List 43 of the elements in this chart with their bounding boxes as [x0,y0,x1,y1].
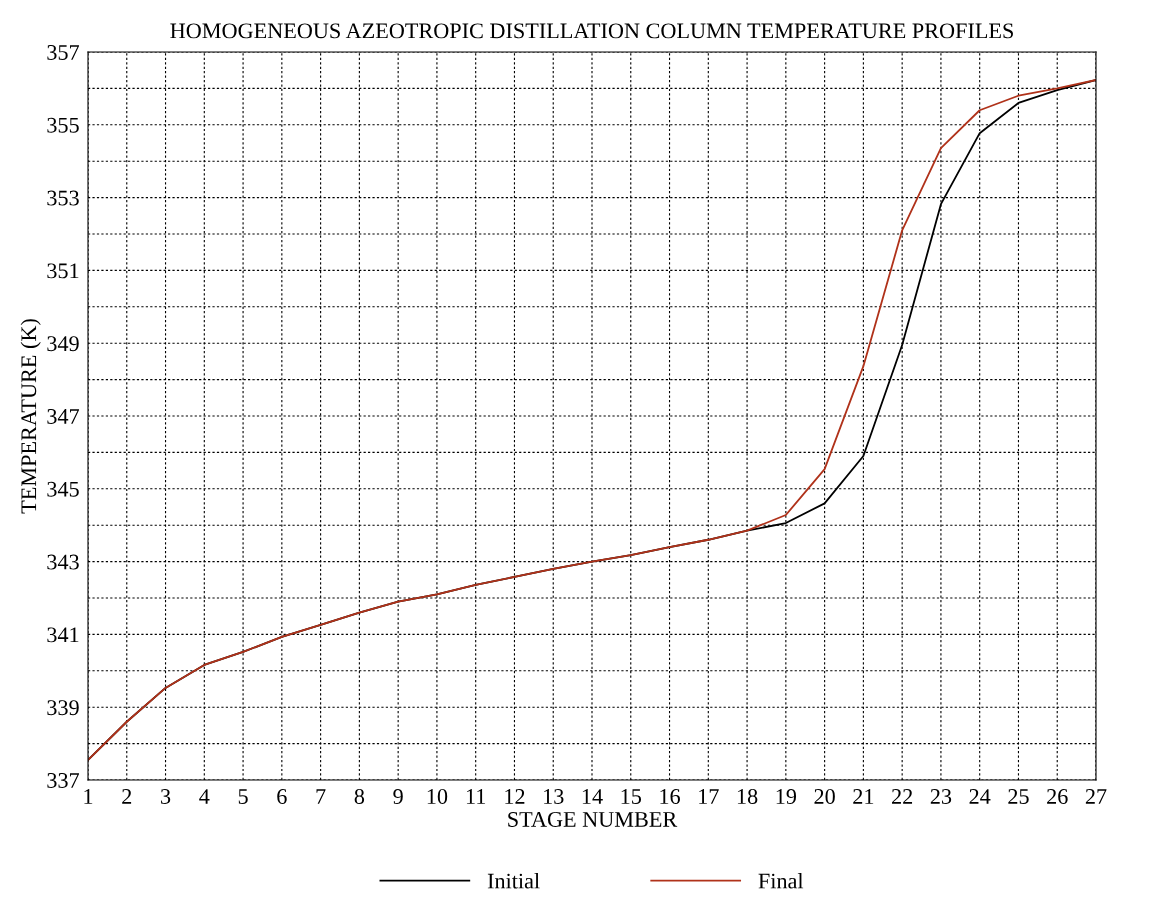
y-tick-label: 355 [47,117,79,133]
x-tick-label: 10 [427,788,448,804]
x-tick-label: 8 [354,788,365,804]
x-axis-title: STAGE NUMBER [508,811,678,827]
x-tick-label: 13 [544,789,564,804]
x-tick-label: 6 [277,789,287,804]
y-tick-label: 339 [47,700,79,716]
x-tick-label: 4 [199,789,210,804]
x-tick-label: 14 [582,789,603,804]
y-tick-label: 343 [47,554,79,570]
x-tick-label: 21 [853,789,874,804]
x-tick-label: 22 [892,789,913,804]
x-tick-label: 5 [238,789,248,804]
x-tick-label: 27 [1085,789,1107,804]
y-tick-label: 351 [47,263,79,279]
legend-label: Final [758,872,804,889]
x-tick-label: 3 [161,789,171,804]
y-tick-label: 345 [47,481,79,497]
y-axis-title: TEMPERATURE (K) [20,319,41,514]
x-tick-label: 18 [737,788,758,804]
x-tick-label: 25 [1008,789,1029,804]
x-tick-label: 9 [393,789,403,804]
x-tick-label: 20 [814,788,835,804]
x-tick-label: 11 [466,789,486,804]
y-tick-label: 347 [47,408,80,424]
x-tick-label: 2 [122,789,132,804]
x-tick-label: 26 [1047,789,1068,804]
y-tick-label: 349 [47,336,79,352]
x-tick-label: 24 [969,789,991,804]
y-tick-label: 353 [47,190,79,206]
x-tick-label: 12 [505,789,525,804]
legend-label: Initial [487,872,540,889]
y-tick-label: 341 [47,627,79,643]
y-tick-label: 357 [47,44,80,60]
x-tick-label: 19 [776,789,797,804]
x-tick-label: 1 [84,789,93,804]
y-tick-label: 337 [47,772,80,788]
x-tick-label: 17 [699,789,719,804]
x-tick-label: 7 [316,789,326,804]
x-tick-label: 16 [660,789,680,804]
x-tick-label: 23 [930,789,952,804]
chart-title: HOMOGENEOUS AZEOTROPIC DISTILLATION COLUMN TEMPERATURE PROFILES [170,23,1013,39]
x-tick-label: 15 [621,789,642,804]
